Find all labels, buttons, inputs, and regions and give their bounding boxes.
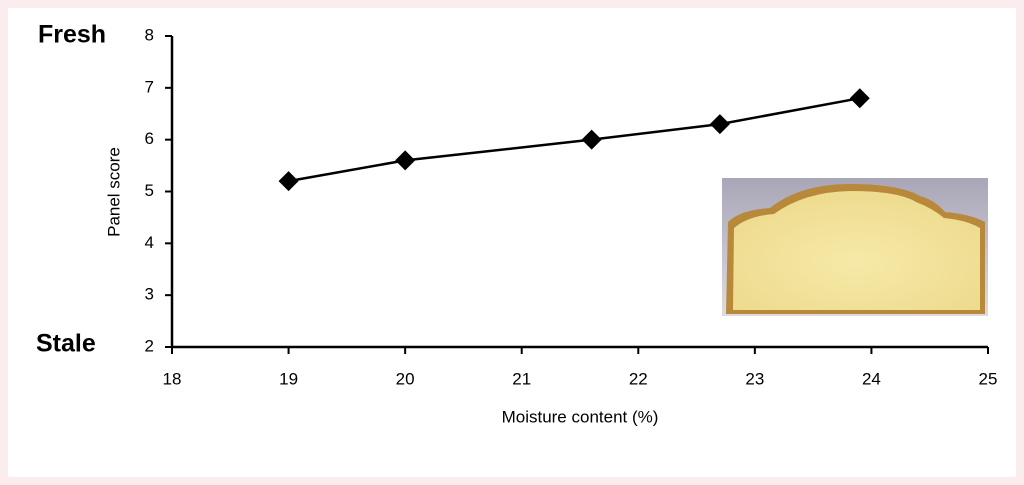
x-axis-title: Moisture content (%): [502, 407, 659, 426]
x-tick-label: 25: [979, 369, 998, 388]
y-tick-label: 3: [145, 285, 154, 304]
y-tick-label: 8: [145, 25, 154, 44]
y-axis-title: Panel score: [104, 147, 123, 237]
y-tick-label: 6: [145, 129, 154, 148]
y-tick-label: 2: [145, 336, 154, 355]
x-tick-label: 20: [396, 369, 415, 388]
annotation: Fresh: [38, 21, 106, 49]
x-tick-label: 24: [862, 369, 881, 388]
x-tick-label: 21: [512, 369, 531, 388]
y-tick-label: 4: [145, 233, 154, 252]
cake-photo: [722, 178, 988, 316]
x-tick-label: 23: [745, 369, 764, 388]
x-tick-label: 19: [279, 369, 298, 388]
y-tick-label: 5: [145, 181, 154, 200]
annotation: Stale: [36, 330, 96, 358]
page: {"chart_data": {"type": "line", "xlabel"…: [0, 0, 1024, 485]
x-tick-label: 22: [629, 369, 648, 388]
y-tick-label: 7: [145, 77, 154, 96]
chart: Fresh Stale Moisture content (%) Panel s…: [0, 0, 1024, 485]
x-tick-label: 18: [163, 369, 182, 388]
